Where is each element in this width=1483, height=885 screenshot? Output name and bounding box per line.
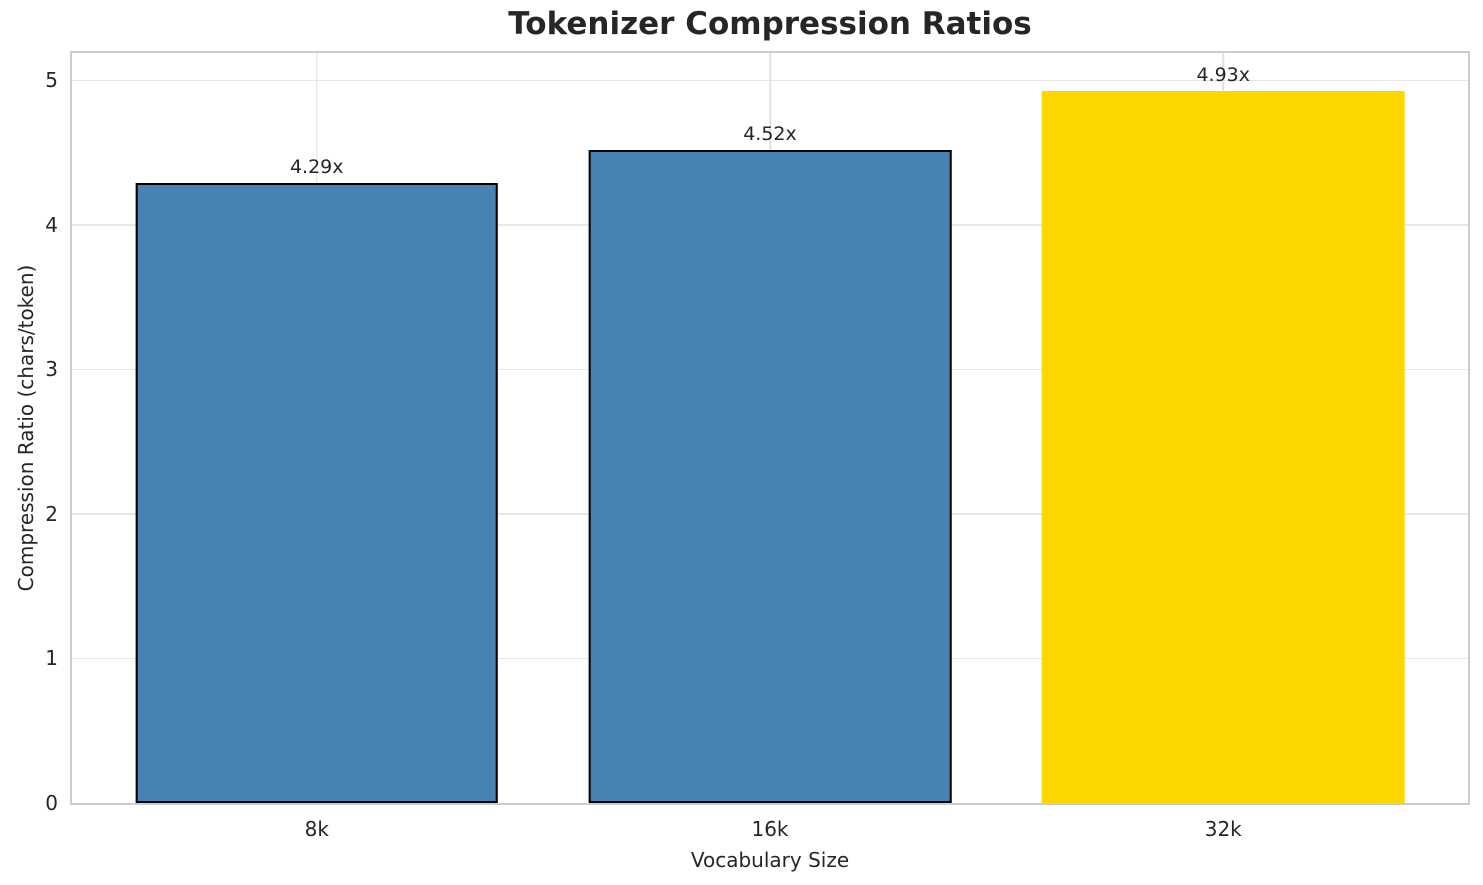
bar-value-label: 4.29x [289, 156, 344, 179]
plot-inner: 4.29x 4.52x 4.93x [72, 53, 1468, 803]
plot-area: 4.29x 4.52x 4.93x [70, 51, 1470, 805]
y-tick-label: 5 [45, 68, 58, 93]
y-tick-label: 0 [45, 791, 58, 815]
y-tick-labels: 0 1 2 3 4 5 [0, 53, 58, 815]
bar-value-label: 4.93x [1196, 63, 1251, 86]
y-tick-label: 3 [45, 357, 58, 382]
x-tick-label: 8k [304, 817, 329, 841]
y-tick-label: 2 [45, 501, 58, 526]
chart-title: Tokenizer Compression Ratios [508, 6, 1032, 42]
y-tick-label: 4 [45, 212, 58, 237]
y-tick-label: 1 [45, 646, 58, 671]
bar-32k [1041, 90, 1405, 803]
bar-value-label: 4.52x [743, 122, 797, 145]
x-tick-label: 16k [751, 817, 789, 841]
x-axis-label: Vocabulary Size [690, 848, 850, 872]
x-tick-label: 32k [1204, 817, 1242, 841]
bar-8k [135, 183, 499, 803]
bar-16k [588, 149, 952, 803]
